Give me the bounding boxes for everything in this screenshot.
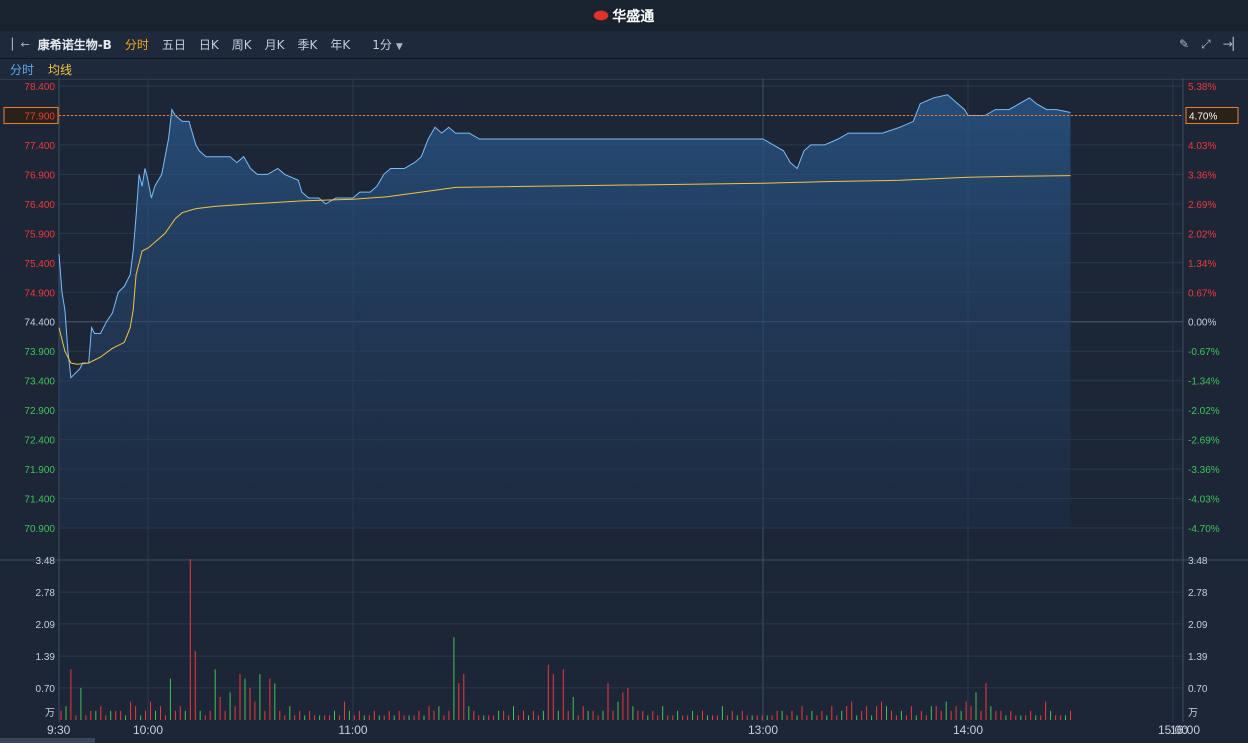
pct-tick-label: 0.67%	[1188, 288, 1216, 299]
price-tick-label: 70.900	[24, 524, 55, 535]
price-tick-label: 75.900	[24, 229, 55, 240]
expand-right-icon[interactable]: →▏	[1222, 37, 1242, 51]
collapse-left-icon[interactable]: ▏←	[12, 38, 30, 51]
current-pct-box	[1185, 106, 1239, 124]
pct-tick-label: 4.03%	[1188, 141, 1216, 152]
tab-yearly-k[interactable]: 年K	[330, 38, 351, 52]
tab-monthly-k[interactable]: 月K	[264, 38, 285, 52]
price-tick-label: 74.400	[24, 318, 55, 329]
time-tick-label: 10:00	[133, 723, 163, 737]
volume-tick-label-right: 0.70	[1188, 684, 1208, 695]
interval-select[interactable]: 1分 ▼	[372, 36, 403, 53]
pct-tick-label: -3.36%	[1188, 465, 1220, 476]
pct-tick-label: 2.02%	[1188, 229, 1216, 240]
pct-tick-label: 3.36%	[1188, 170, 1216, 181]
toolbar-actions: ✎ ⤢ →▏	[1179, 37, 1242, 52]
legend-avg: 均线	[48, 62, 73, 77]
volume-tick-label-left: 2.09	[36, 620, 56, 631]
time-tick-label: 13:00	[748, 723, 778, 737]
volume-tick-label-right: 2.09	[1188, 620, 1208, 631]
time-tick-label: 16:00	[1170, 723, 1200, 737]
volume-tick-label-left: 2.78	[36, 588, 56, 599]
price-tick-label: 71.900	[24, 465, 55, 476]
price-tick-label: 73.400	[24, 377, 55, 388]
price-area-fill	[59, 94, 1071, 529]
pct-tick-label: -0.67%	[1188, 347, 1220, 358]
tab-daily-k[interactable]: 日K	[198, 38, 219, 52]
price-tick-label: 76.400	[24, 200, 55, 211]
price-tick-label: 71.400	[24, 495, 55, 506]
volume-tick-label-left: 0.70	[36, 684, 56, 695]
time-tick-label: 15:00	[1158, 723, 1188, 737]
time-scrollbar[interactable]	[0, 738, 95, 743]
avg-line	[58, 175, 1071, 365]
price-tick-label: 76.900	[24, 170, 55, 181]
pct-tick-label: -4.70%	[1188, 524, 1220, 535]
chart-toolbar: ▏← 康希诺生物-B 分时 五日 日K 周K 月K 季K 年K 1分 ▼ ✎ ⤢ …	[0, 31, 1248, 59]
volume-tick-label-left: 1.39	[36, 652, 56, 663]
price-tick-label: 73.900	[24, 347, 55, 358]
axis-labels: 78.400 77.400 76.900 76.400 75.900 75.400 74.9…	[3, 82, 1239, 737]
pct-tick-label: 1.34%	[1188, 259, 1216, 270]
volume-tick-label-right: 1.39	[1188, 652, 1208, 663]
stock-name: 康希诺生物-B	[37, 38, 112, 52]
tab-quarterly-k[interactable]: 季K	[297, 38, 318, 52]
chevron-down-icon: ▼	[395, 42, 403, 52]
volume-tick-label-right: 2.78	[1188, 588, 1208, 599]
time-tick-label: 14:00	[953, 723, 983, 737]
legend-price: 分时	[10, 62, 35, 77]
price-line	[58, 94, 1071, 379]
legend-bar: 分时 均线	[0, 59, 1248, 80]
volume-bars	[60, 559, 1071, 720]
volume-tick-label-right: 3.48	[1188, 556, 1208, 567]
brand: ⬬ 华盛通	[594, 6, 655, 26]
pct-tick-label: -2.02%	[1188, 406, 1220, 417]
current-price-label: 77.900	[24, 111, 55, 122]
time-tick-label: 11:00	[338, 723, 367, 737]
pct-tick-label: 5.38%	[1188, 82, 1216, 93]
pencil-icon[interactable]: ✎	[1179, 37, 1190, 51]
current-pct-label: 4.70%	[1189, 111, 1217, 122]
volume-tick-label-left: 3.48	[36, 556, 56, 567]
pct-tick-label: -2.69%	[1188, 436, 1220, 447]
pct-tick-label: 0.00%	[1188, 318, 1216, 329]
current-price-box	[3, 106, 59, 124]
price-tick-label: 75.400	[24, 259, 55, 270]
interval-label: 1分	[372, 38, 392, 52]
pct-tick-label: -1.34%	[1188, 377, 1220, 388]
price-area	[59, 94, 1071, 529]
brand-name: 华盛通	[612, 8, 655, 25]
price-tick-label: 72.900	[24, 406, 55, 417]
pct-tick-label: 2.69%	[1188, 200, 1216, 211]
price-tick-label: 77.400	[24, 141, 55, 152]
volume-unit-left: 万	[45, 708, 55, 719]
fullscreen-icon[interactable]: ⤢	[1201, 37, 1211, 51]
price-lines	[58, 94, 1183, 379]
weibo-eye-logo-icon: ⬬	[593, 5, 609, 26]
tab-intraday[interactable]: 分时	[124, 38, 149, 52]
price-tick-label: 72.400	[24, 436, 55, 447]
price-tick-label: 74.900	[24, 288, 55, 299]
tab-five-day[interactable]: 五日	[161, 38, 186, 52]
price-tick-label: 78.400	[24, 82, 55, 93]
volume-unit-right: 万	[1188, 708, 1198, 719]
tab-weekly-k[interactable]: 周K	[231, 38, 252, 52]
time-tick-label: 9:30	[47, 723, 71, 737]
pct-tick-label: -4.03%	[1188, 495, 1220, 506]
